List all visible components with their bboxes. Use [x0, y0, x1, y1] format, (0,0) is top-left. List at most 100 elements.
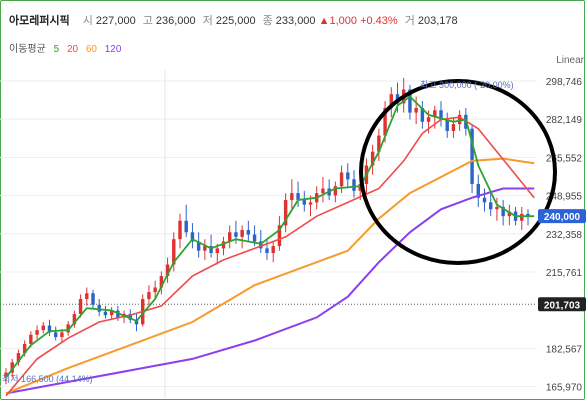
- candle: [240, 229, 244, 237]
- y-tick-label: 298,746: [546, 77, 583, 88]
- candle: [190, 232, 195, 242]
- candle: [445, 119, 449, 131]
- candle: [265, 248, 269, 253]
- scale-label[interactable]: Linear: [556, 55, 584, 66]
- high-value: 236,000: [155, 15, 196, 27]
- candle: [184, 220, 188, 233]
- candle: [153, 287, 157, 293]
- candle: [159, 276, 164, 288]
- y-tick-label: 165,970: [546, 383, 583, 394]
- ref-price-label: 201,703: [544, 300, 581, 311]
- candle: [333, 186, 338, 196]
- ref-price-tag: [538, 297, 586, 312]
- candle: [54, 332, 58, 338]
- candle: [370, 151, 375, 166]
- candle: [252, 234, 257, 242]
- low-value: 225,000: [215, 15, 256, 27]
- candle: [383, 107, 387, 136]
- candle: [377, 135, 381, 152]
- close-value: 233,000: [275, 15, 316, 27]
- volume-value: 203,178: [417, 15, 458, 27]
- close-label: 종: [262, 15, 273, 27]
- candle: [128, 313, 132, 320]
- y-tick-label: 265,552: [546, 153, 583, 164]
- candle: [470, 128, 474, 184]
- ma5-line: [5, 95, 535, 378]
- candle: [85, 293, 89, 300]
- candle: [426, 117, 431, 122]
- candle: [4, 372, 8, 378]
- ma20-line: [5, 116, 535, 397]
- candle: [321, 188, 325, 194]
- candle: [526, 213, 530, 217]
- y-tick-label: 248,955: [546, 192, 583, 203]
- candle: [228, 232, 232, 242]
- y-tick-label: 182,567: [546, 344, 583, 355]
- candle: [507, 211, 512, 217]
- ma20-legend[interactable]: 20: [66, 44, 79, 55]
- open-label: 시: [82, 15, 93, 27]
- ma120-line: [5, 187, 535, 395]
- candle: [165, 264, 170, 277]
- candle: [147, 292, 151, 300]
- candle: [339, 172, 344, 187]
- ma60-line: [5, 157, 535, 395]
- candle: [178, 220, 182, 240]
- candle: [495, 206, 499, 210]
- candle: [476, 183, 480, 198]
- open-value: 227,000: [95, 15, 136, 27]
- candle: [283, 200, 288, 226]
- candle: [358, 183, 362, 191]
- y-tick-label: 282,149: [546, 115, 583, 126]
- candle: [277, 225, 282, 247]
- candle: [271, 246, 275, 253]
- candle: [296, 193, 300, 201]
- ma-legend: 이동평균 5 20 60 120: [9, 40, 126, 55]
- candle: [234, 232, 238, 237]
- candle: [457, 114, 462, 125]
- volume-label: 거: [404, 15, 415, 27]
- candle: [97, 304, 101, 312]
- ma60-legend[interactable]: 60: [85, 44, 97, 55]
- candle: [203, 246, 207, 251]
- candle: [520, 213, 524, 221]
- candle: [16, 353, 21, 363]
- candle: [41, 325, 45, 331]
- candle: [221, 241, 226, 249]
- ma-legend-title: 이동평균: [9, 44, 46, 55]
- candle: [246, 229, 251, 235]
- candle: [259, 241, 263, 249]
- candle: [389, 94, 393, 108]
- candle: [91, 293, 95, 305]
- candle: [215, 248, 219, 253]
- ma120-legend[interactable]: 120: [104, 44, 122, 55]
- price-header: 아모레퍼시픽 시 227,000 고 236,000 저 225,000 종 233,0…: [9, 12, 458, 28]
- last-price-label: 240,000: [544, 212, 581, 223]
- candle: [22, 343, 27, 354]
- high-label: 고: [142, 15, 153, 27]
- candle: [290, 193, 294, 201]
- highlight-circle: [359, 79, 557, 265]
- candle: [414, 107, 418, 113]
- candle: [35, 330, 39, 335]
- candle: [308, 202, 313, 205]
- candle: [172, 239, 176, 265]
- candle: [433, 110, 437, 118]
- candle: [501, 206, 505, 217]
- candle: [482, 197, 487, 203]
- ma5-legend[interactable]: 5: [53, 44, 60, 55]
- candle: [109, 310, 114, 316]
- candle: [134, 319, 139, 325]
- candle: [72, 313, 77, 325]
- candle: [103, 311, 108, 316]
- high-annotation: 최고 300,000 (-20.00%): [420, 80, 514, 90]
- last-price-tag: [538, 209, 586, 224]
- candle: [451, 124, 456, 131]
- candle: [66, 324, 70, 333]
- candle: [420, 107, 425, 122]
- candle: [302, 200, 306, 205]
- candle: [408, 89, 412, 113]
- candle: [10, 362, 14, 373]
- candle: [346, 172, 350, 180]
